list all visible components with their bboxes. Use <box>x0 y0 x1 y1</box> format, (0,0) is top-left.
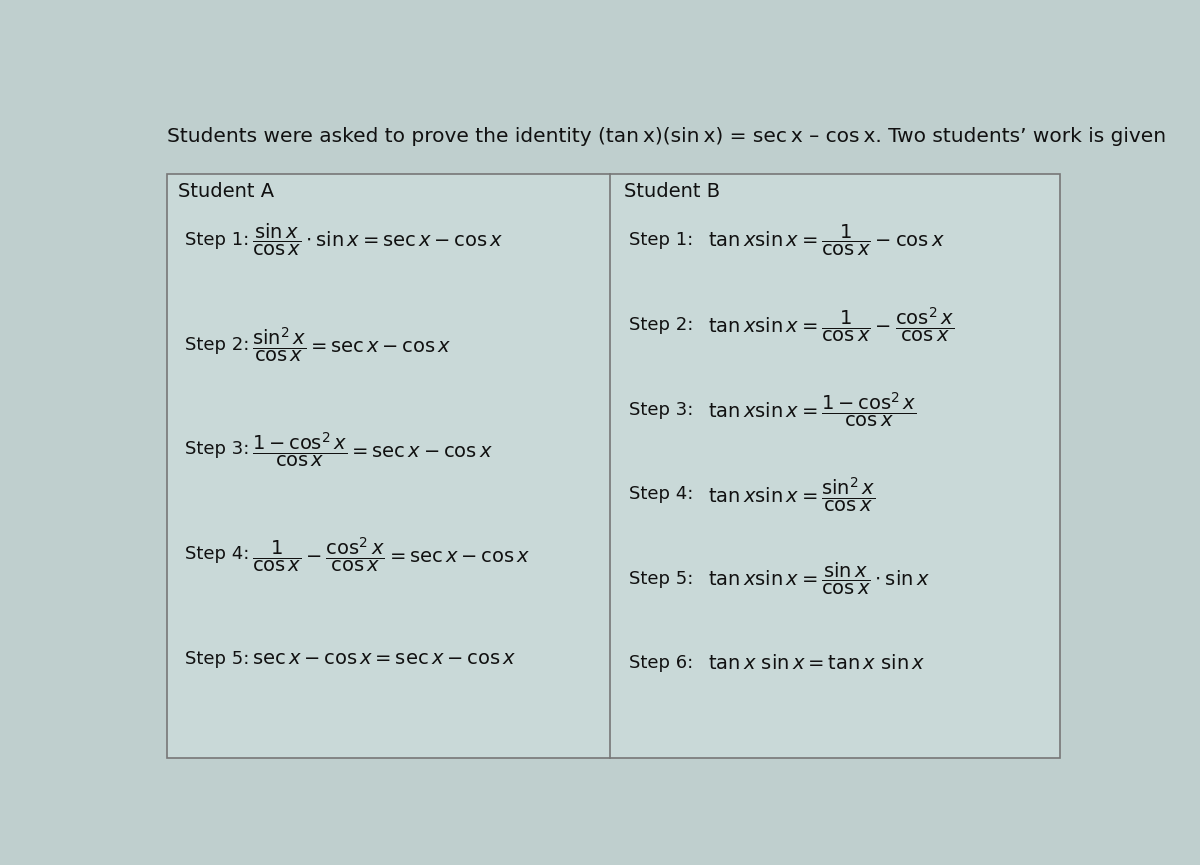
Text: $\dfrac{\sin^2 x}{\cos x} = \sec x - \cos x$: $\dfrac{\sin^2 x}{\cos x} = \sec x - \co… <box>252 325 452 364</box>
Text: Student B: Student B <box>624 182 720 201</box>
Text: Step 3:: Step 3: <box>629 400 700 419</box>
Text: Step 4:: Step 4: <box>629 485 700 503</box>
Text: Step 5:: Step 5: <box>185 650 256 668</box>
Text: $\tan x\ \sin x = \tan x\ \sin x$: $\tan x\ \sin x = \tan x\ \sin x$ <box>708 654 925 673</box>
Text: Step 3:: Step 3: <box>185 440 256 458</box>
Text: Step 5:: Step 5: <box>629 570 700 587</box>
Text: $\tan x \sin x = \dfrac{1 - \cos^2 x}{\cos x}$: $\tan x \sin x = \dfrac{1 - \cos^2 x}{\c… <box>708 390 917 429</box>
Text: Step 1:: Step 1: <box>185 231 256 249</box>
Bar <box>167 174 1060 758</box>
Text: Step 6:: Step 6: <box>629 654 698 672</box>
Text: $\tan x \sin x = \dfrac{\sin x}{\cos x} \cdot \sin x$: $\tan x \sin x = \dfrac{\sin x}{\cos x} … <box>708 561 930 597</box>
Text: Step 4:: Step 4: <box>185 545 256 563</box>
Text: Step 2:: Step 2: <box>629 316 700 334</box>
Text: Step 1:: Step 1: <box>629 231 698 249</box>
Text: $\tan x \sin x = \dfrac{\sin^2 x}{\cos x}$: $\tan x \sin x = \dfrac{\sin^2 x}{\cos x… <box>708 475 876 514</box>
Text: $\tan x \sin x = \dfrac{1}{\cos x} - \cos x$: $\tan x \sin x = \dfrac{1}{\cos x} - \co… <box>708 223 944 258</box>
Text: $\sec x - \cos x = \sec x - \cos x$: $\sec x - \cos x = \sec x - \cos x$ <box>252 649 516 668</box>
Text: $\tan x \sin x = \dfrac{1}{\cos x} - \dfrac{\cos^2 x}{\cos x}$: $\tan x \sin x = \dfrac{1}{\cos x} - \df… <box>708 305 954 344</box>
Text: $\dfrac{1 - \cos^2 x}{\cos x} = \sec x - \cos x$: $\dfrac{1 - \cos^2 x}{\cos x} = \sec x -… <box>252 430 493 469</box>
Text: Students were asked to prove the identity (tan x)(sin x) = sec x – cos x. Two st: Students were asked to prove the identit… <box>167 127 1166 146</box>
Text: Student A: Student A <box>178 182 274 201</box>
Text: Step 2:: Step 2: <box>185 336 256 354</box>
Text: $\dfrac{\sin x}{\cos x} \cdot \sin x = \sec x - \cos x$: $\dfrac{\sin x}{\cos x} \cdot \sin x = \… <box>252 222 504 259</box>
Text: $\dfrac{1}{\cos x} - \dfrac{\cos^2 x}{\cos x} = \sec x - \cos x$: $\dfrac{1}{\cos x} - \dfrac{\cos^2 x}{\c… <box>252 535 530 573</box>
